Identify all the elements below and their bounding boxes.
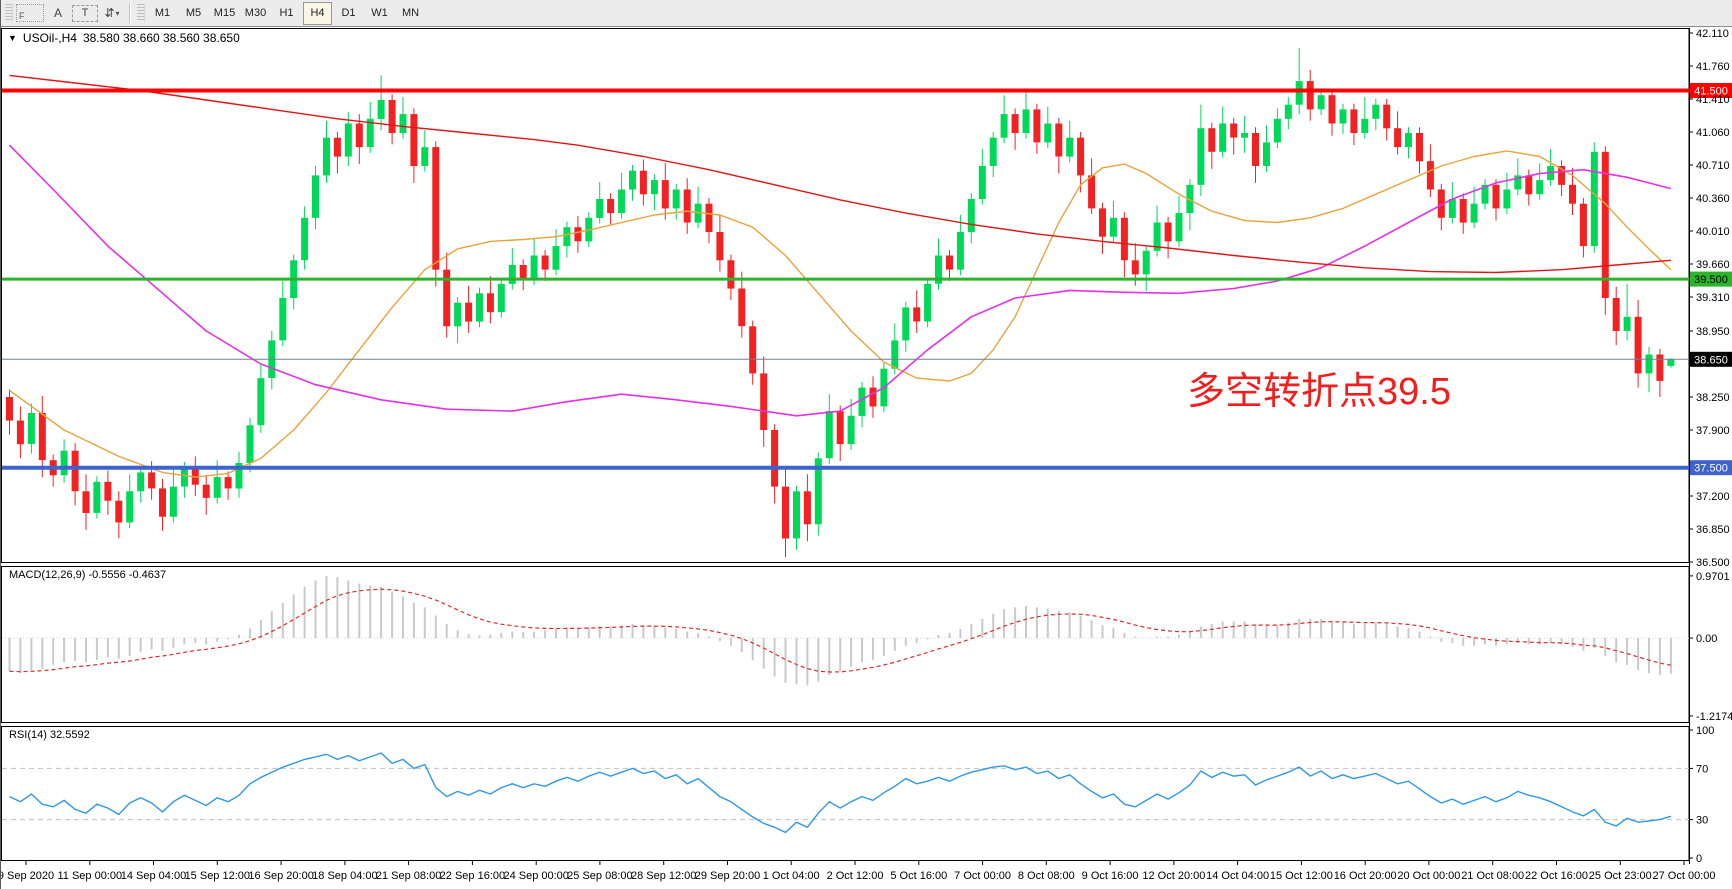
chart-annotation-text[interactable]: 多空转折点39.5 (1187, 371, 1451, 413)
svg-text:16 Oct 20:00: 16 Oct 20:00 (1334, 870, 1397, 882)
dropdown-caret-icon: ▾ (115, 8, 120, 18)
svg-text:40.360: 40.360 (1696, 193, 1730, 205)
ma-orange-line (9, 150, 1672, 478)
toolbar-separator (129, 3, 131, 23)
svg-text:9 Oct 16:00: 9 Oct 16:00 (1082, 870, 1139, 882)
macd-panel (2, 575, 1689, 686)
svg-text:22 Oct 16:00: 22 Oct 16:00 (1525, 870, 1588, 882)
price-badge-41.500 (1690, 83, 1732, 98)
timeframe-button-h1[interactable]: H1 (279, 6, 294, 19)
svg-text:42.110: 42.110 (1696, 28, 1729, 40)
toolbar-grip-2[interactable] (137, 4, 145, 22)
svg-text:-1.2174: -1.2174 (1696, 711, 1732, 723)
cycle-arrows-icon[interactable]: ⇵ ▾ (100, 3, 124, 23)
timeframe-buttons: M1 M5 M15 M30 H1 H4 D1 W1 MN (147, 1, 426, 25)
svg-text:36.500: 36.500 (1696, 557, 1730, 569)
svg-text:36.850: 36.850 (1696, 524, 1730, 536)
svg-text:16 Sep 20:00: 16 Sep 20:00 (248, 870, 313, 882)
svg-text:37.500: 37.500 (1694, 463, 1728, 475)
svg-text:70: 70 (1696, 763, 1708, 775)
svg-text:22 Sep 16:00: 22 Sep 16:00 (440, 870, 505, 882)
svg-text:0.9701: 0.9701 (1696, 571, 1730, 583)
svg-text:38.650: 38.650 (1694, 354, 1728, 366)
svg-text:37.900: 37.900 (1696, 425, 1730, 437)
svg-text:20 Oct 00:00: 20 Oct 00:00 (1397, 870, 1460, 882)
svg-text:39.500: 39.500 (1694, 274, 1728, 286)
toolbar-grip[interactable] (5, 4, 13, 22)
svg-text:37.200: 37.200 (1696, 491, 1730, 503)
svg-text:5 Oct 16:00: 5 Oct 16:00 (890, 870, 947, 882)
timeframe-button-mn[interactable]: MN (401, 6, 420, 19)
svg-text:30: 30 (1696, 815, 1708, 827)
svg-text:40.710: 40.710 (1696, 160, 1730, 172)
svg-text:0: 0 (1696, 853, 1702, 865)
text-box-icon[interactable]: T (72, 4, 98, 22)
chart-title: ▼ USOil-,H4 38.580 38.660 38.560 38.650 (8, 31, 240, 45)
timeframe-button-d1[interactable]: D1 (341, 6, 356, 19)
svg-text:2 Oct 12:00: 2 Oct 12:00 (827, 870, 884, 882)
price-axis: 42.110 41.760 41.410 41.060 40.710 40.360 40.0… (1689, 28, 1732, 865)
text-label-icon[interactable]: A (53, 6, 62, 20)
ma-red-line (9, 74, 1671, 274)
timeframe-button-w1[interactable]: W1 (371, 6, 388, 19)
price-badge-38.650 (1690, 351, 1732, 367)
svg-text:100: 100 (1696, 725, 1714, 737)
svg-text:12 Oct 20:00: 12 Oct 20:00 (1142, 870, 1205, 882)
template-grid-icon[interactable]: F (16, 4, 44, 22)
svg-text:1 Oct 04:00: 1 Oct 04:00 (763, 870, 820, 882)
moving-averages (8, 74, 1672, 478)
svg-text:41.760: 41.760 (1696, 61, 1730, 73)
svg-text:28 Sep 12:00: 28 Sep 12:00 (631, 870, 696, 882)
candles (6, 48, 1675, 558)
svg-text:15 Sep 12:00: 15 Sep 12:00 (185, 870, 250, 882)
panel-frames (1, 28, 1690, 864)
macd-indicator-label: MACD(12,26,9) -0.5556 -0.4637 (9, 569, 167, 581)
svg-text:18 Sep 04:00: 18 Sep 04:00 (312, 870, 377, 882)
rsi-line (9, 752, 1672, 834)
symbol-dropdown-icon[interactable]: ▼ (8, 33, 17, 43)
price-badge-39.500 (1690, 271, 1732, 287)
rsi-indicator-label: RSI(14) 32.5592 (9, 729, 90, 741)
macd-signal-line (9, 588, 1672, 673)
svg-text:8 Oct 08:00: 8 Oct 08:00 (1018, 870, 1075, 882)
timeframe-button-m30[interactable]: M30 (244, 6, 267, 19)
svg-text:39.660: 39.660 (1696, 259, 1730, 271)
symbol-label: USOil-,H4 (22, 31, 77, 45)
timeframe-button-h4[interactable]: H4 (303, 1, 332, 25)
svg-text:21 Oct 08:00: 21 Oct 08:00 (1461, 870, 1524, 882)
toolbar: F A T ⇵ ▾ M1 M5 M15 M30 H1 H4 D1 W1 MN (1, 0, 1732, 27)
svg-text:24 Sep 00:00: 24 Sep 00:00 (503, 870, 568, 882)
svg-text:7 Oct 00:00: 7 Oct 00:00 (954, 870, 1011, 882)
price-badge-37.500 (1690, 460, 1732, 476)
svg-text:40.010: 40.010 (1696, 226, 1730, 238)
svg-text:14 Sep 04:00: 14 Sep 04:00 (121, 870, 186, 882)
svg-text:38.250: 38.250 (1696, 392, 1730, 404)
horizontal-levels: 41.500 39.500 38.650 37.500 (2, 83, 1732, 476)
svg-text:25 Oct 23:00: 25 Oct 23:00 (1589, 870, 1652, 882)
svg-text:9 Sep 2020: 9 Sep 2020 (1, 870, 54, 882)
svg-text:15 Oct 12:00: 15 Oct 12:00 (1270, 870, 1333, 882)
timeframe-button-m15[interactable]: M15 (213, 6, 236, 19)
svg-text:27 Oct 00:00: 27 Oct 00:00 (1653, 870, 1716, 882)
timeframe-button-m1[interactable]: M1 (154, 6, 171, 19)
svg-text:0.00: 0.00 (1696, 633, 1717, 645)
svg-text:38.950: 38.950 (1696, 326, 1730, 338)
svg-text:29 Sep 20:00: 29 Sep 20:00 (695, 870, 760, 882)
svg-text:39.310: 39.310 (1696, 292, 1730, 304)
timeframe-button-m5[interactable]: M5 (185, 6, 202, 19)
cycle-arrows-glyph: ⇵ (104, 6, 115, 20)
svg-text:11 Sep 00:00: 11 Sep 00:00 (57, 870, 122, 882)
svg-text:41.060: 41.060 (1696, 127, 1730, 139)
rsi-panel (2, 752, 1689, 834)
svg-text:25 Sep 08:00: 25 Sep 08:00 (567, 870, 632, 882)
ohlc-values: 38.580 38.660 38.560 38.650 (82, 31, 240, 45)
svg-text:21 Sep 08:00: 21 Sep 08:00 (376, 870, 441, 882)
svg-text:41.410: 41.410 (1696, 94, 1730, 106)
svg-text:41.500: 41.500 (1694, 86, 1728, 98)
ma-magenta-line (8, 144, 1672, 417)
svg-text:14 Oct 04:00: 14 Oct 04:00 (1206, 870, 1269, 882)
